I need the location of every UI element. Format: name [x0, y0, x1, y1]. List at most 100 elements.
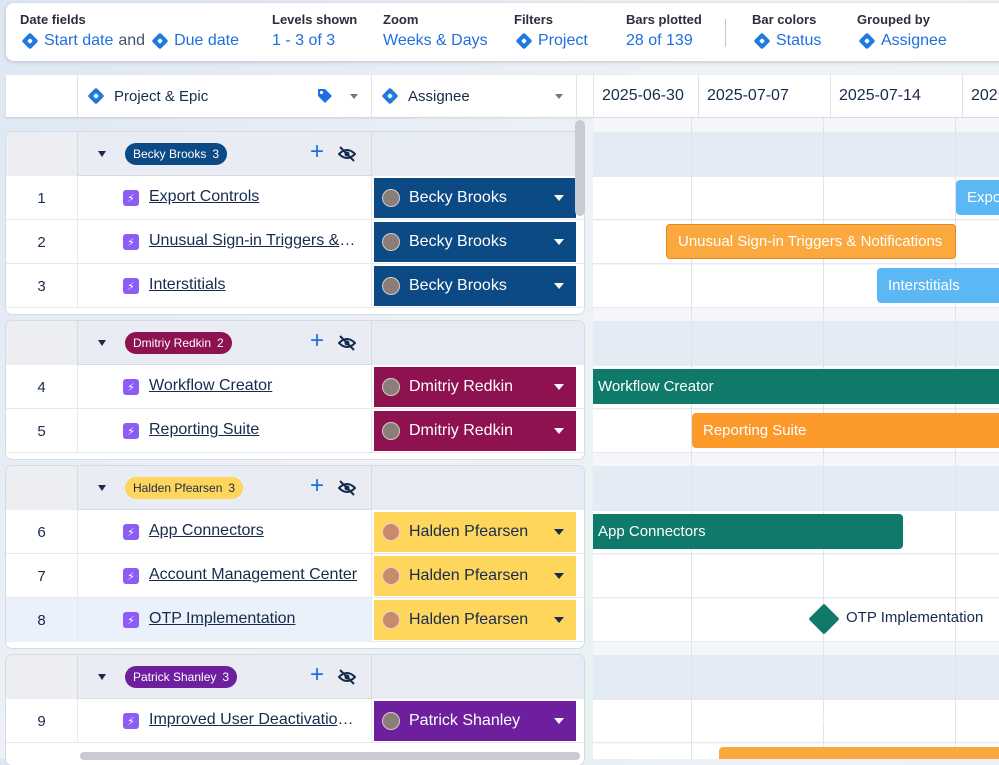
- table-row[interactable]: 6 ⚡ App Connectors Halden Pfearsen: [6, 510, 584, 554]
- table-row[interactable]: 4 ⚡ Workflow Creator Dmitriy Redkin: [6, 365, 584, 409]
- assignee-select[interactable]: Dmitriy Redkin: [374, 367, 576, 407]
- timeline-row: [593, 700, 999, 743]
- tag-icon[interactable]: [316, 87, 334, 105]
- gantt-bar[interactable]: Interstitials: [877, 268, 999, 303]
- epic-link[interactable]: Interstitials: [149, 276, 226, 293]
- assignee-select[interactable]: Halden Pfearsen: [374, 600, 576, 640]
- epic-cell[interactable]: ⚡ Workflow Creator: [78, 365, 372, 409]
- assignee-select[interactable]: Becky Brooks: [374, 266, 576, 306]
- epic-cell[interactable]: ⚡ Improved User Deactivation Process: [78, 699, 372, 743]
- zoom-control[interactable]: Zoom Weeks & Days: [383, 12, 488, 50]
- chevron-down-icon[interactable]: [350, 94, 358, 99]
- add-icon[interactable]: +: [310, 661, 325, 688]
- field-icon: [21, 32, 39, 50]
- hide-icon[interactable]: [338, 146, 356, 162]
- epic-cell[interactable]: ⚡ Reporting Suite: [78, 409, 372, 453]
- epic-cell[interactable]: ⚡ Interstitials: [78, 264, 372, 308]
- epic-link[interactable]: App Connectors: [149, 522, 264, 539]
- assignee-select[interactable]: Becky Brooks: [374, 222, 576, 262]
- date-fields-control[interactable]: Date fields Start date and Due date: [20, 12, 239, 50]
- table-row[interactable]: 5 ⚡ Reporting Suite Dmitriy Redkin: [6, 409, 584, 453]
- filters-value[interactable]: Project: [538, 32, 588, 49]
- epic-cell[interactable]: ⚡ OTP Implementation: [78, 598, 372, 642]
- bars-plotted-control[interactable]: Bars plotted 28 of 139: [626, 12, 702, 50]
- vertical-scrollbar[interactable]: [575, 120, 585, 216]
- table-row[interactable]: 8 ⚡ OTP Implementation Halden Pfearsen: [6, 598, 584, 642]
- gantt-bar[interactable]: Export Controls: [956, 180, 999, 215]
- table-row[interactable]: 1 ⚡ Export Controls Becky Brooks: [6, 176, 584, 220]
- grouped-by-control[interactable]: Grouped by Assignee: [857, 12, 947, 50]
- due-date-field[interactable]: Due date: [174, 32, 240, 49]
- epic-link[interactable]: Account Management Center: [149, 566, 358, 583]
- assignee-select[interactable]: Becky Brooks: [374, 178, 576, 218]
- table-row[interactable]: 3 ⚡ Interstitials Becky Brooks: [6, 264, 584, 308]
- row-number: 4: [6, 365, 78, 409]
- gantt-bar[interactable]: App Connectors: [593, 514, 903, 549]
- chevron-down-icon[interactable]: [554, 428, 564, 434]
- gantt-bar[interactable]: Improved User Deactivation Process: [598, 712, 842, 729]
- epic-link[interactable]: Unusual Sign-in Triggers & Notifications: [149, 232, 359, 249]
- group-becky-brooks: Becky Brooks 3 + 1 ⚡ Export Controls Becky B…: [6, 132, 584, 314]
- chevron-down-icon[interactable]: [554, 239, 564, 245]
- chevron-down-icon[interactable]: [554, 195, 564, 201]
- chevron-down-icon[interactable]: [554, 617, 564, 623]
- zoom-value[interactable]: Weeks & Days: [383, 32, 488, 49]
- chevron-down-icon[interactable]: [554, 718, 564, 724]
- horizontal-scrollbar[interactable]: [80, 752, 580, 760]
- epic-link[interactable]: Export Controls: [149, 188, 260, 205]
- gantt-bar[interactable]: Unusual Sign-in Triggers & Notifications: [666, 224, 956, 259]
- collapse-chevron-icon[interactable]: [98, 485, 106, 491]
- table-row[interactable]: 7 ⚡ Account Management Center Halden Pfears…: [6, 554, 584, 598]
- epic-link[interactable]: Improved User Deactivation Process: [149, 711, 359, 728]
- epic-link[interactable]: Workflow Creator: [149, 377, 273, 394]
- add-icon[interactable]: +: [310, 327, 325, 354]
- assignee-select[interactable]: Halden Pfearsen: [374, 556, 576, 596]
- start-date-field[interactable]: Start date: [44, 32, 114, 49]
- hide-icon[interactable]: [338, 480, 356, 496]
- chevron-down-icon[interactable]: [554, 283, 564, 289]
- hide-icon[interactable]: [338, 669, 356, 685]
- epic-cell[interactable]: ⚡ App Connectors: [78, 510, 372, 554]
- row-number: 2: [6, 220, 78, 264]
- table-row[interactable]: 2 ⚡ Unusual Sign-in Triggers & Notificatio…: [6, 220, 584, 264]
- add-icon[interactable]: +: [310, 138, 325, 165]
- epic-cell[interactable]: ⚡ Account Management Center: [78, 554, 372, 598]
- epic-cell[interactable]: ⚡ Export Controls: [78, 176, 372, 220]
- toolbar-divider: [725, 19, 726, 47]
- collapse-chevron-icon[interactable]: [98, 151, 106, 157]
- group-assignee-pill: Patrick Shanley 3: [125, 666, 238, 688]
- assignee-header[interactable]: Assignee: [372, 75, 577, 117]
- chevron-down-icon[interactable]: [554, 384, 564, 390]
- chevron-down-icon[interactable]: [554, 529, 564, 535]
- timeline[interactable]: Export Controls Unusual Sign-in Triggers…: [593, 118, 999, 759]
- levels-value[interactable]: 1 - 3 of 3: [272, 32, 336, 49]
- epic-link[interactable]: OTP Implementation: [149, 610, 296, 627]
- hide-icon[interactable]: [338, 335, 356, 351]
- collapse-chevron-icon[interactable]: [98, 674, 106, 680]
- levels-label: Levels shown: [272, 12, 358, 27]
- grouped-by-value[interactable]: Assignee: [881, 32, 947, 49]
- timeline-group-band: [593, 132, 999, 177]
- timeline-group-band: [593, 321, 999, 366]
- assignee-select[interactable]: Dmitriy Redkin: [374, 411, 576, 451]
- gantt-bar[interactable]: Reporting Suite: [692, 413, 999, 448]
- levels-control[interactable]: Levels shown 1 - 3 of 3: [272, 12, 357, 50]
- gantt-bar[interactable]: [719, 747, 999, 759]
- epic-cell[interactable]: ⚡ Unusual Sign-in Triggers & Notification…: [78, 220, 372, 264]
- assignee-select[interactable]: Patrick Shanley: [374, 701, 576, 741]
- bar-colors-value[interactable]: Status: [776, 32, 822, 49]
- assignee-select[interactable]: Halden Pfearsen: [374, 512, 576, 552]
- chevron-down-icon[interactable]: [554, 573, 564, 579]
- group-count: 3: [212, 147, 220, 161]
- collapse-chevron-icon[interactable]: [98, 340, 106, 346]
- gantt-bar[interactable]: Workflow Creator: [593, 369, 999, 404]
- epic-icon: ⚡: [123, 234, 139, 250]
- add-icon[interactable]: +: [310, 472, 325, 499]
- chevron-down-icon[interactable]: [555, 94, 563, 99]
- bars-plotted-value[interactable]: 28 of 139: [626, 32, 693, 49]
- epic-link[interactable]: Reporting Suite: [149, 421, 260, 438]
- filters-control[interactable]: Filters Project: [514, 12, 588, 50]
- project-epic-header[interactable]: Project & Epic: [78, 75, 372, 117]
- table-row[interactable]: 9 ⚡ Improved User Deactivation Process Patr…: [6, 699, 584, 743]
- bar-colors-control[interactable]: Bar colors Status: [752, 12, 821, 50]
